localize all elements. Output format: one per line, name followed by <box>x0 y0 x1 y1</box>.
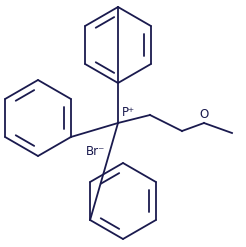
Text: O: O <box>199 108 209 121</box>
Text: P⁺: P⁺ <box>122 106 135 119</box>
Text: Br⁻: Br⁻ <box>86 144 105 158</box>
